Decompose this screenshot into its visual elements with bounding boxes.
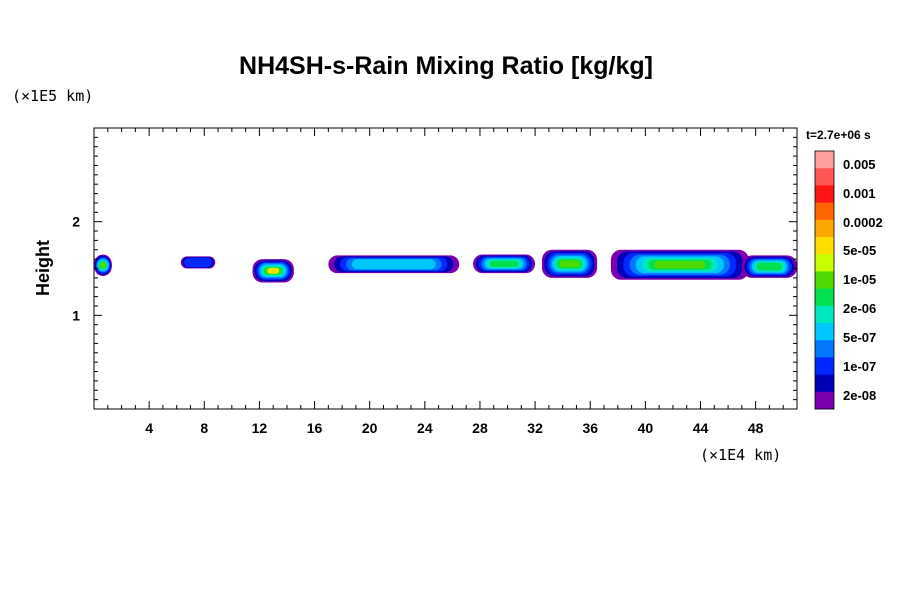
cloud-level [559,260,580,268]
y-axis-label: Height [33,240,53,296]
cloud [94,254,112,276]
cloud [473,254,536,274]
colorbar-segment [815,391,834,410]
cloud-level [756,262,783,271]
x-tick-label: 16 [307,420,323,436]
x-unit-label: (×1E4 km) [700,446,781,464]
colorbar-segment [815,357,834,376]
x-tick-label: 36 [582,420,598,436]
colorbar-label: 1e-05 [843,272,876,287]
colorbar-segment [815,185,834,204]
cloud [541,249,598,278]
colorbar-segment [815,288,834,307]
colorbar-segment [815,271,834,290]
y-tick-label: 1 [72,307,80,323]
colorbar-segment [815,237,834,255]
colorbar-label: 5e-05 [843,243,876,258]
cloud [328,255,460,274]
cloud [180,256,216,269]
cloud [252,259,294,283]
colorbar-segment [815,340,834,358]
cloud [610,249,749,280]
colorbar-segment [815,323,834,341]
colorbar-segment [815,151,834,169]
x-tick-label: 4 [145,420,153,436]
cloud-level [654,261,706,269]
cloud-level [489,260,519,268]
x-tick-label: 24 [417,420,433,436]
colorbar-frame [814,150,835,410]
colorbar-label: 2e-08 [843,388,876,403]
y-tick-label: 2 [72,214,80,230]
x-tick-label: 20 [362,420,378,436]
cloud-regions [94,249,797,283]
colorbar-segment [815,305,834,324]
colorbar-segment [815,168,834,186]
colorbar-label: 0.005 [843,157,876,172]
cloud [741,255,797,278]
chart-title: NH4SH-s-Rain Mixing Ratio [kg/kg] [239,52,653,80]
colorbar: 0.005 0.001 0.0002 5e-05 1e-05 2e-06 5e-07 1e-0… [814,150,883,410]
cloud-level [269,267,278,274]
colorbar-segment [815,219,834,238]
x-tick-label: 48 [748,420,764,436]
x-tick-label: 12 [252,420,268,436]
colorbar-label: 5e-07 [843,330,876,345]
x-tick-label: 32 [527,420,543,436]
colorbar-label: 0.0002 [843,215,883,230]
cloud-level [99,262,107,268]
colorbar-segment [815,254,834,272]
cloud-level [351,259,436,270]
x-tick-label: 40 [638,420,654,436]
time-label: t=2.7e+06 s [806,128,871,142]
colorbar-label: 2e-06 [843,301,876,316]
colorbar-segment [815,202,834,221]
cloud-level [183,257,213,268]
x-tick-label: 8 [200,420,208,436]
colorbar-label: 1e-07 [843,359,876,374]
colorbar-label: 0.001 [843,186,876,201]
x-tick-label: 44 [693,420,709,436]
y-unit-label: (×1E5 km) [12,87,93,105]
colorbar-segment [815,374,834,393]
x-tick-label: 28 [472,420,488,436]
